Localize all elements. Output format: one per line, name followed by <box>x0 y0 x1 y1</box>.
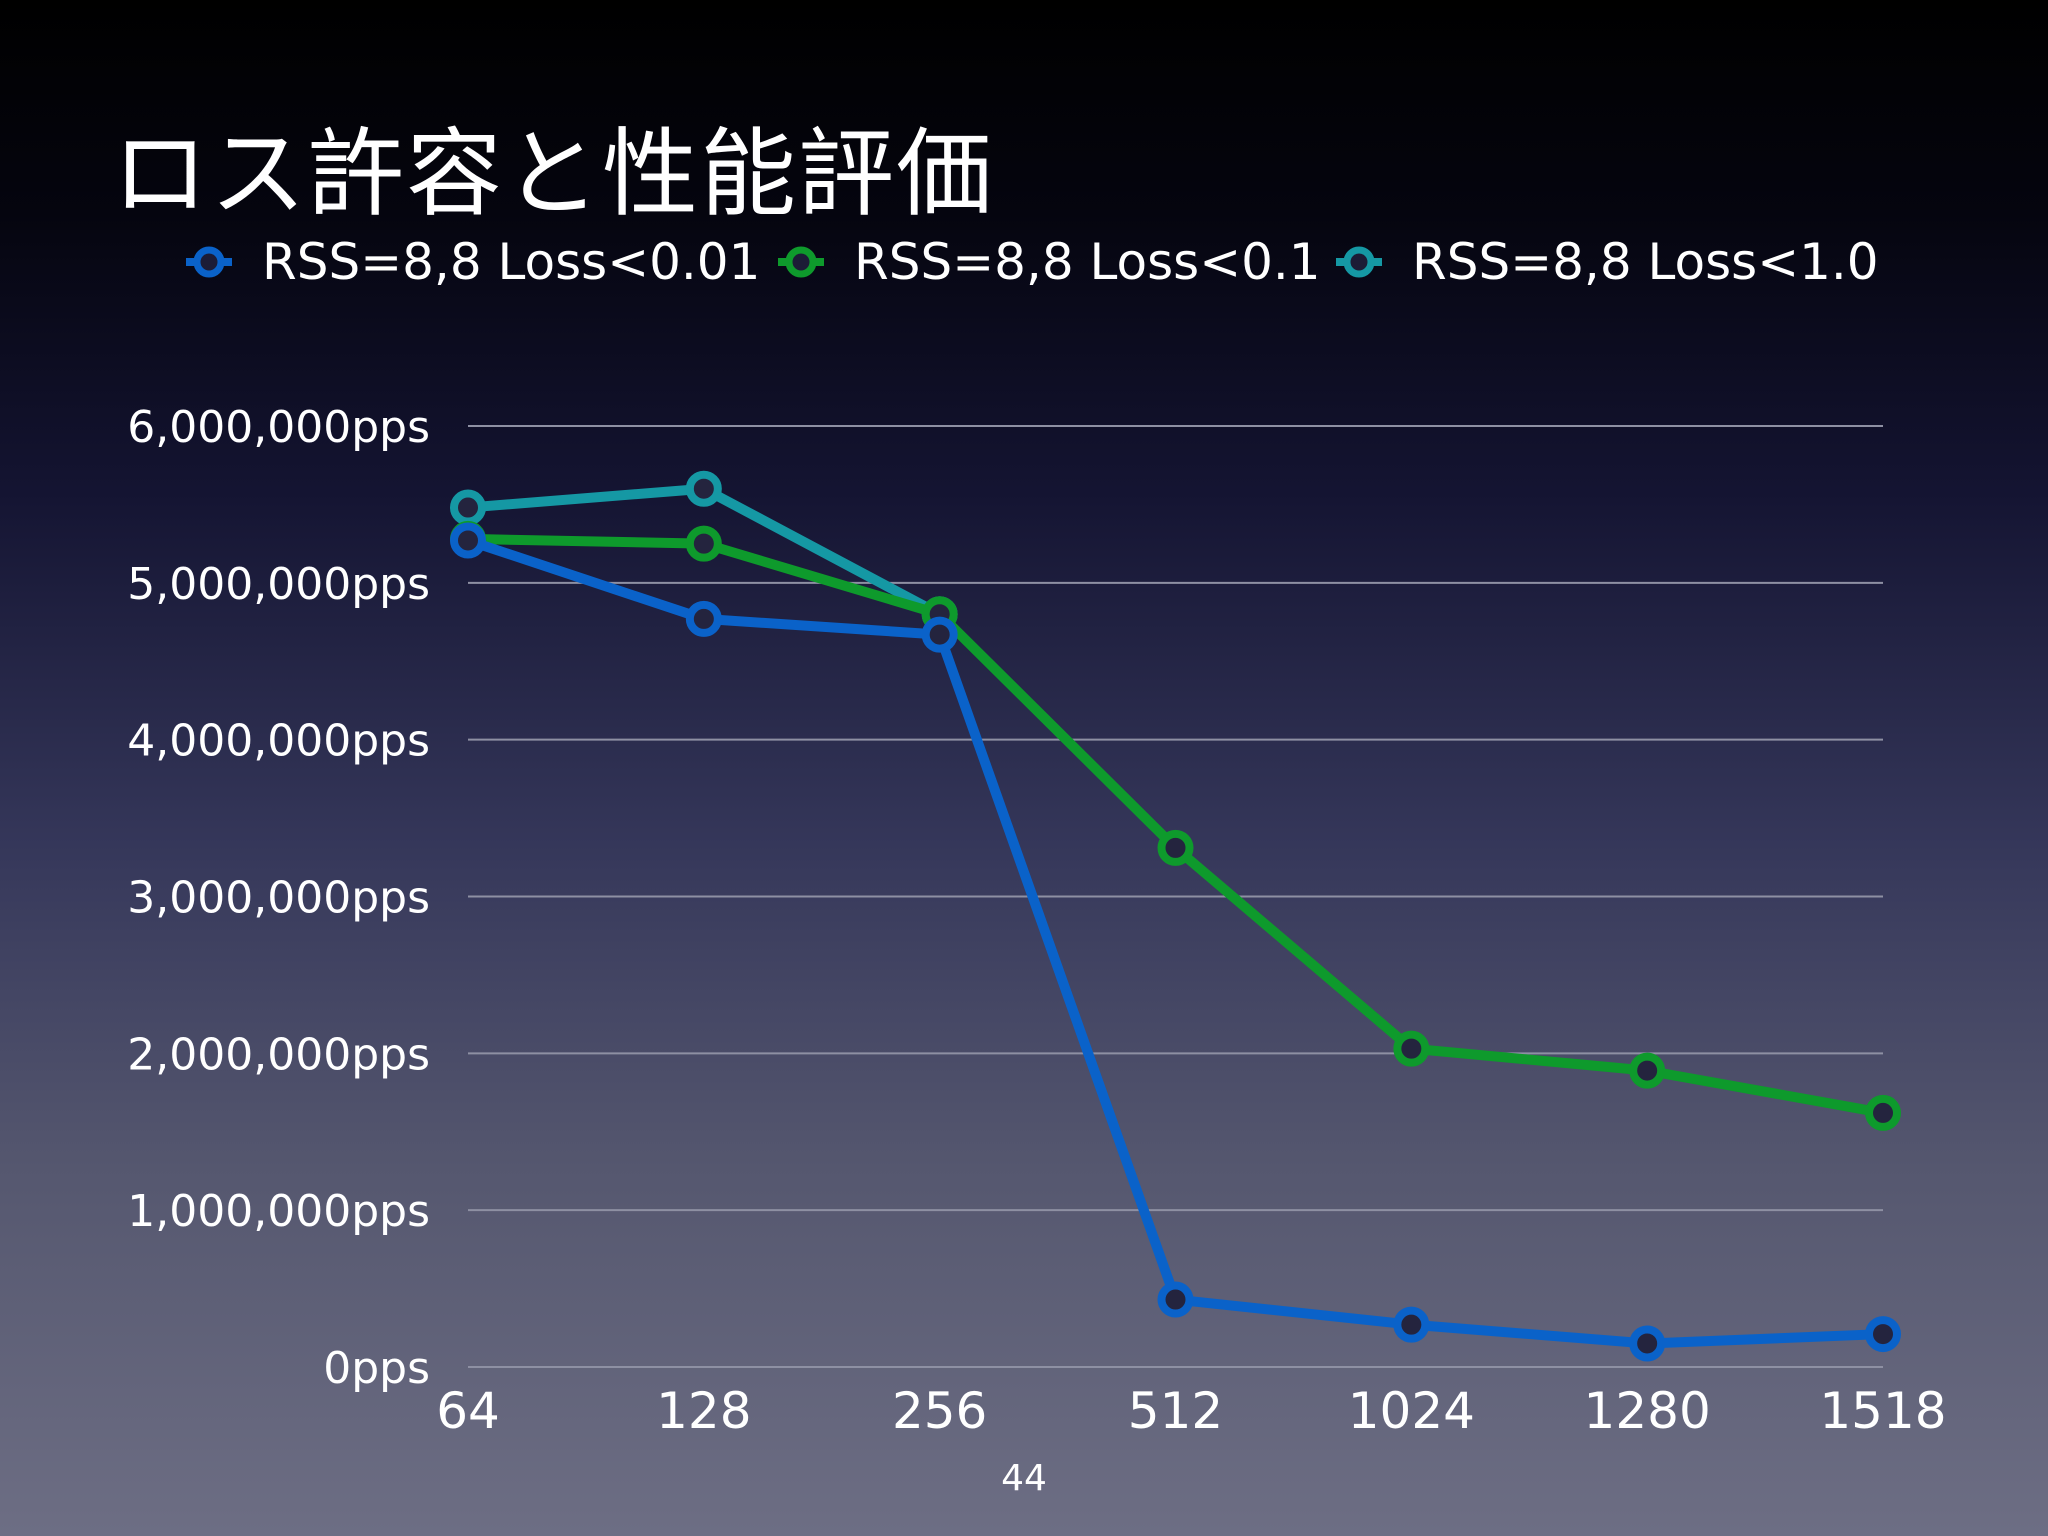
legend-label-series-2: RSS=8,8 Loss<0.1 <box>854 233 1321 291</box>
chart-legend: RSS=8,8 Loss<0.01 RSS=8,8 Loss<0.1 RSS=8… <box>0 0 2048 300</box>
y-tick-label: 5,000,000pps <box>127 559 430 610</box>
slide-title: ロス許容と性能評価 <box>112 118 994 230</box>
data-point <box>1865 1316 1901 1353</box>
chart-gridlines <box>468 425 1883 1368</box>
series-line <box>463 533 1888 1118</box>
series-2 <box>450 520 1901 1131</box>
x-tick-label: 64 <box>436 1382 500 1440</box>
legend-item-series-3: RSS=8,8 Loss<1.0 <box>1336 232 1879 292</box>
y-tick-label: 0pps <box>323 1343 430 1394</box>
data-point <box>1629 1325 1666 1362</box>
y-axis-tick-labels: 0pps 1,000,000pps 2,000,000pps 3,000,000pps… <box>127 402 430 1394</box>
data-point <box>1393 1030 1430 1067</box>
legend-item-series-2: RSS=8,8 Loss<0.1 <box>778 232 1321 292</box>
legend-label-series-1: RSS=8,8 Loss<0.01 <box>262 233 761 291</box>
x-tick-label: 128 <box>656 1382 751 1440</box>
data-point <box>685 600 722 637</box>
x-tick-label: 512 <box>1128 1382 1223 1440</box>
y-tick-label: 1,000,000pps <box>127 1186 430 1237</box>
data-point <box>450 522 486 559</box>
y-tick-label: 3,000,000pps <box>127 873 430 924</box>
legend-marker-series-1 <box>186 246 232 278</box>
y-tick-label: 6,000,000pps <box>127 402 430 453</box>
legend-label-series-3: RSS=8,8 Loss<1.0 <box>1412 233 1879 291</box>
data-point <box>1629 1052 1666 1089</box>
data-point <box>685 525 722 562</box>
x-axis-tick-labels: 64 128 256 512 1024 1280 1518 <box>436 1382 1946 1440</box>
series-1 <box>450 522 1901 1362</box>
data-point <box>1157 829 1194 866</box>
data-point <box>1865 1094 1901 1131</box>
series-line <box>463 535 1888 1349</box>
data-point <box>1157 1281 1194 1318</box>
x-tick-label: 256 <box>892 1382 987 1440</box>
data-point <box>450 489 486 526</box>
y-tick-label: 4,000,000pps <box>127 716 430 767</box>
x-tick-label: 1024 <box>1348 1382 1475 1440</box>
chart-series <box>450 470 1901 1362</box>
page-number: 44 <box>1001 1458 1047 1499</box>
data-point <box>921 616 958 653</box>
data-point <box>1393 1306 1430 1343</box>
x-tick-label: 1518 <box>1819 1382 1946 1440</box>
x-tick-label: 1280 <box>1584 1382 1711 1440</box>
legend-marker-series-3 <box>1336 246 1382 278</box>
legend-item-series-1: RSS=8,8 Loss<0.01 <box>186 232 760 292</box>
legend-marker-series-2 <box>778 246 824 278</box>
data-point <box>685 470 722 507</box>
y-tick-label: 2,000,000pps <box>127 1029 430 1080</box>
